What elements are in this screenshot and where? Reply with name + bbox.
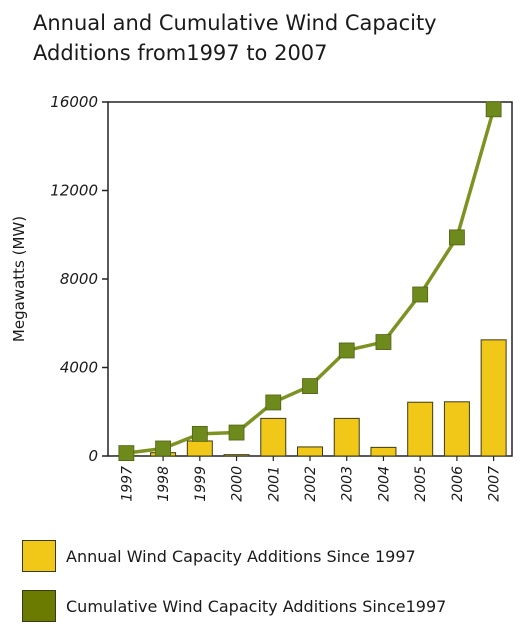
cumulative-point bbox=[265, 394, 282, 411]
cumulative-point bbox=[485, 101, 502, 118]
x-tick-label: 2003 bbox=[340, 466, 356, 502]
x-tick-label: 2001 bbox=[266, 466, 282, 502]
x-tick-label: 1999 bbox=[193, 466, 209, 502]
legend-item-cumulative: Cumulative Wind Capacity Additions Since… bbox=[22, 589, 446, 623]
bar bbox=[223, 454, 250, 457]
cumulative-point bbox=[155, 440, 171, 457]
x-tick-label: 2000 bbox=[230, 466, 246, 502]
legend: Annual Wind Capacity Additions Since 199… bbox=[0, 523, 528, 632]
cumulative-point bbox=[375, 334, 392, 350]
cumulative-point bbox=[118, 445, 135, 462]
chart-svg: 0 4000 8000 12000 16000 Megawatts (MW) 1997 199… bbox=[10, 93, 513, 502]
cumulative-point bbox=[191, 425, 208, 442]
x-tick-label: 1997 bbox=[119, 466, 135, 502]
chart-title: Annual and Cumulative Wind Capacity Addi… bbox=[33, 8, 523, 68]
legend-swatch-annual bbox=[22, 540, 56, 572]
x-tick-label: 2002 bbox=[303, 466, 319, 502]
legend-label-annual: Annual Wind Capacity Additions Since 199… bbox=[66, 546, 416, 566]
x-tick-label: 2006 bbox=[450, 466, 466, 502]
y-tick-label: 4000 bbox=[60, 359, 98, 377]
y-tick-label: 8000 bbox=[60, 270, 98, 288]
cumulative-point bbox=[412, 286, 429, 303]
y-tick-label: 16000 bbox=[50, 93, 98, 111]
cumulative-point bbox=[449, 229, 465, 246]
cumulative-point bbox=[302, 378, 318, 394]
x-tick-label: 1998 bbox=[156, 466, 172, 502]
bar bbox=[297, 446, 323, 457]
bar bbox=[443, 401, 470, 457]
cumulative-point bbox=[228, 424, 245, 441]
chart-title-line-1: Annual and Cumulative Wind Capacity bbox=[33, 11, 437, 35]
x-tick-label: 2007 bbox=[487, 466, 503, 502]
chart-title-line-2: Additions from1997 to 2007 bbox=[33, 41, 328, 65]
cumulative-point bbox=[338, 342, 355, 359]
bar bbox=[333, 417, 360, 457]
bar bbox=[370, 446, 397, 457]
bar bbox=[260, 417, 287, 457]
bar bbox=[480, 339, 507, 457]
legend-swatch-cumulative bbox=[22, 590, 56, 622]
cumulative-line bbox=[126, 108, 496, 455]
bar bbox=[407, 401, 434, 457]
x-tick-label: 2004 bbox=[376, 466, 392, 502]
legend-label-cumulative: Cumulative Wind Capacity Additions Since… bbox=[66, 596, 447, 616]
y-tick-label: 12000 bbox=[50, 182, 98, 200]
y-tick-label: 0 bbox=[88, 447, 98, 465]
x-tick-label: 2005 bbox=[413, 466, 429, 502]
legend-item-annual: Annual Wind Capacity Additions Since 199… bbox=[22, 539, 416, 573]
y-axis-label: Megawatts (MW) bbox=[10, 216, 28, 342]
bar bbox=[186, 440, 213, 457]
